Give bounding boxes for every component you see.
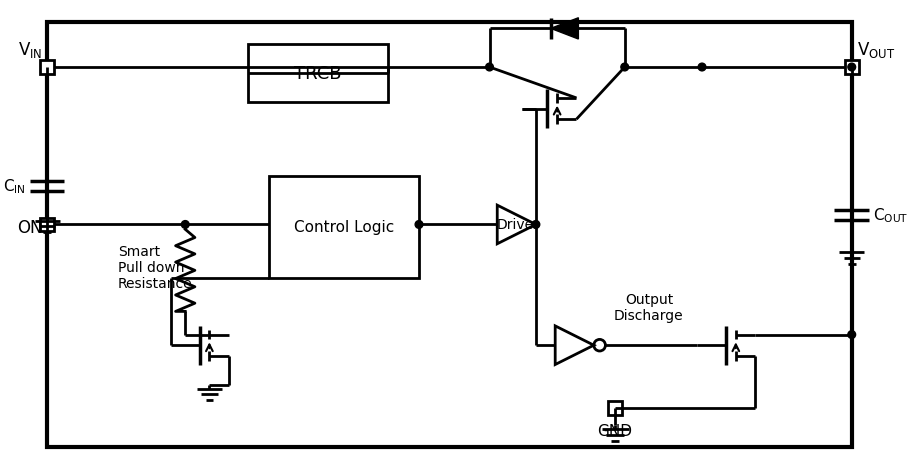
Bar (248, 45, 388, 102)
Circle shape (486, 64, 493, 72)
Bar (845, 61, 858, 75)
Text: Driver: Driver (497, 218, 540, 232)
Circle shape (532, 221, 540, 229)
Text: $\mathregular{C_{OUT}}$: $\mathregular{C_{OUT}}$ (873, 206, 908, 225)
Bar (608, 401, 622, 415)
Text: $\mathregular{V_{OUT}}$: $\mathregular{V_{OUT}}$ (856, 40, 895, 60)
Text: $\mathregular{C_{IN}}$: $\mathregular{C_{IN}}$ (3, 177, 25, 196)
Circle shape (848, 331, 855, 339)
Circle shape (181, 221, 189, 229)
Text: GND: GND (598, 424, 632, 438)
Bar (40, 61, 54, 75)
Circle shape (698, 64, 706, 72)
Text: ON: ON (16, 219, 42, 237)
Circle shape (415, 221, 423, 229)
Text: Control Logic: Control Logic (294, 220, 394, 235)
Bar (269, 177, 419, 278)
Text: Output
Discharge: Output Discharge (614, 292, 683, 323)
Text: Smart
Pull down
Resistance: Smart Pull down Resistance (117, 244, 192, 290)
Polygon shape (551, 19, 579, 40)
Bar (40, 218, 54, 232)
Circle shape (621, 64, 629, 72)
Circle shape (848, 64, 855, 72)
Text: $\mathregular{V_{IN}}$: $\mathregular{V_{IN}}$ (18, 40, 42, 60)
Text: TRCB: TRCB (294, 65, 342, 83)
